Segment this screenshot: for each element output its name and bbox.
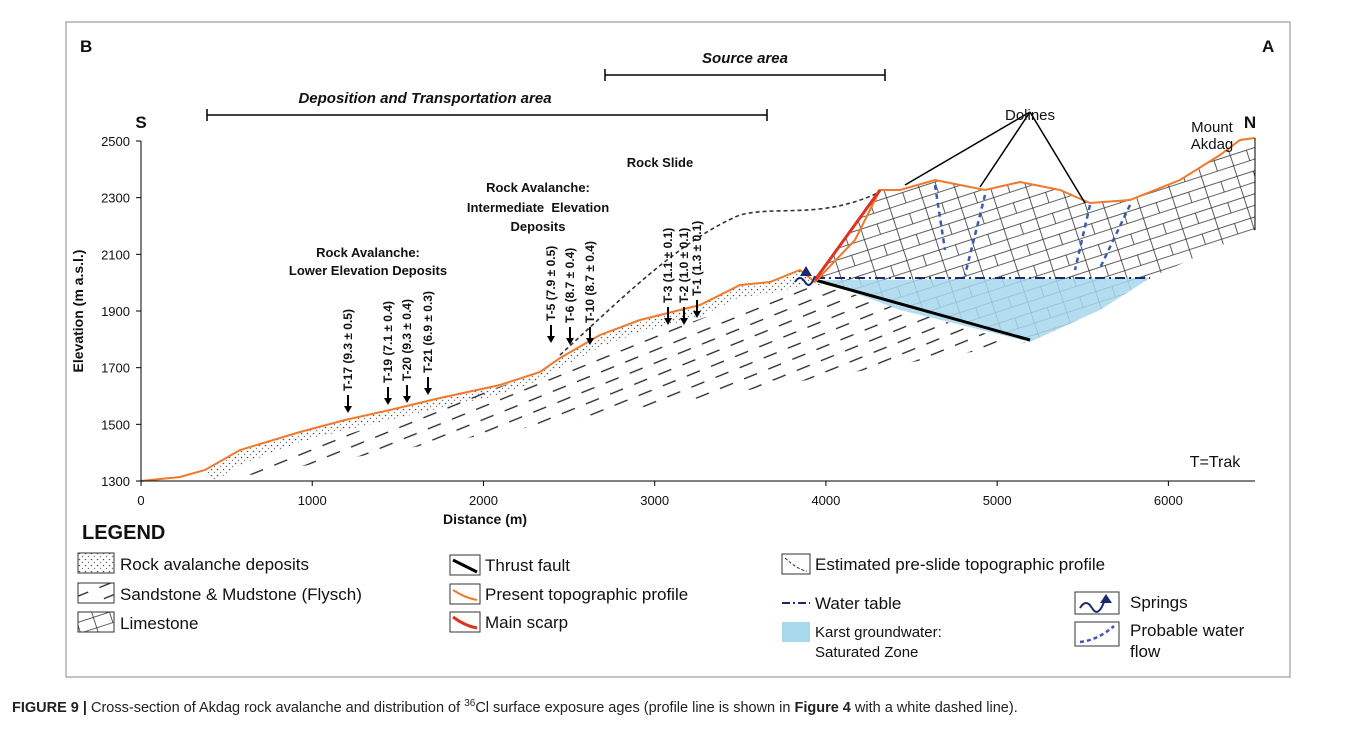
caption-label: FIGURE 9 | xyxy=(12,700,87,716)
sample-label: T-21 (6.9 ± 0.3) xyxy=(421,291,435,373)
legend-label: Springs xyxy=(1130,593,1188,612)
legend-label: Probable water xyxy=(1130,621,1245,640)
annotation: Rock Slide xyxy=(627,155,693,170)
legend-label: Present topographic profile xyxy=(485,585,688,604)
arrow-head xyxy=(344,406,352,413)
legend-label: Saturated Zone xyxy=(815,644,918,661)
legend-label: Rock avalanche deposits xyxy=(120,555,309,574)
legend-label: Thrust fault xyxy=(485,556,570,575)
legend-label: Main scarp xyxy=(485,613,568,632)
legend-label: Estimated pre-slide topographic profile xyxy=(815,555,1105,574)
note: T=Trak xyxy=(1190,454,1242,471)
y-tick-label: 1500 xyxy=(101,417,130,432)
annotation: Akdag xyxy=(1191,136,1234,153)
y-title: Elevation (m a.s.l.) xyxy=(70,250,86,373)
legend-label: Limestone xyxy=(120,614,198,633)
y-tick-label: 1700 xyxy=(101,361,130,376)
legend-title: LEGEND xyxy=(82,522,165,544)
caption-sup: 36 xyxy=(464,698,475,709)
legend-label: Sandstone & Mudstone (Flysch) xyxy=(120,585,362,604)
caption-text: with a white dashed line). xyxy=(851,700,1018,716)
panel-label: B xyxy=(80,37,92,56)
panel-label: A xyxy=(1262,37,1274,56)
legend-label: Water table xyxy=(815,594,901,613)
legend: Rock avalanche deposits Sandstone & Mudst… xyxy=(120,555,1245,661)
area-label: Deposition and Transportation area xyxy=(298,90,551,107)
arrow-head xyxy=(403,396,411,403)
sample-label: T-3 (1.1 ± 0.1) xyxy=(661,228,675,303)
x-tick-label: 6000 xyxy=(1154,493,1183,508)
annotation: Deposits xyxy=(511,219,566,234)
annotation: Mount xyxy=(1191,119,1234,136)
sample-label: T-5 (7.9 ± 0.5) xyxy=(544,246,558,321)
legend-label: Karst groundwater: xyxy=(815,624,942,641)
sample-label: T-6 (8.7 ± 0.4) xyxy=(563,248,577,323)
caption-ref: Figure 4 xyxy=(794,700,850,716)
annotation: Lower Elevation Deposits xyxy=(289,263,447,278)
annotation: Dolines xyxy=(1005,107,1055,124)
legend-label: flow xyxy=(1130,642,1161,661)
annotation: Rock Avalanche: xyxy=(316,245,420,260)
caption: FIGURE 9 | Cross-section of Akdag rock a… xyxy=(12,698,1352,716)
y-tick-label: 1300 xyxy=(101,474,130,489)
annotation: Rock Avalanche: xyxy=(486,180,590,195)
orientation: S xyxy=(135,113,146,132)
sample-label: T-19 (7.1 ± 0.4) xyxy=(381,301,395,383)
x-tick-label: 4000 xyxy=(811,493,840,508)
caption-text: Cl surface exposure ages (profile line i… xyxy=(475,700,794,716)
x-title: Distance (m) xyxy=(443,511,527,527)
x-tick-label: 2000 xyxy=(469,493,498,508)
arrow-head xyxy=(547,336,555,343)
area-label: Source area xyxy=(702,50,788,67)
y-tick-label: 2100 xyxy=(101,247,130,262)
sample-label: T-1 (1.3 ± 0.1) xyxy=(690,221,704,296)
figure: B A Source area Deposition and Transport… xyxy=(0,0,1358,690)
page: {"panel_labels":{"left":"B","right":"A"}… xyxy=(0,0,1358,740)
arrow-head xyxy=(424,388,432,395)
sample-label: T-20 (9.3 ± 0.4) xyxy=(400,299,414,381)
sample-label: T-10 (8.7 ± 0.4) xyxy=(583,241,597,323)
x-tick-label: 5000 xyxy=(983,493,1012,508)
caption-text: Cross-section of Akdag rock avalanche an… xyxy=(87,700,464,716)
y-tick-label: 2500 xyxy=(101,134,130,149)
sample-label: T-17 (9.3 ± 0.5) xyxy=(341,309,355,391)
x-tick-label: 1000 xyxy=(298,493,327,508)
orientation: N xyxy=(1244,113,1256,132)
sample-label: T-2 (1.0 ± 0.1) xyxy=(677,228,691,303)
y-tick-label: 2300 xyxy=(101,191,130,206)
x-tick-label: 3000 xyxy=(640,493,669,508)
flysch xyxy=(215,284,1030,481)
arrow-head xyxy=(384,398,392,405)
annotation: Intermediate Elevation xyxy=(467,200,609,215)
x-tick-label: 0 xyxy=(137,493,144,508)
y-tick-label: 1900 xyxy=(101,304,130,319)
